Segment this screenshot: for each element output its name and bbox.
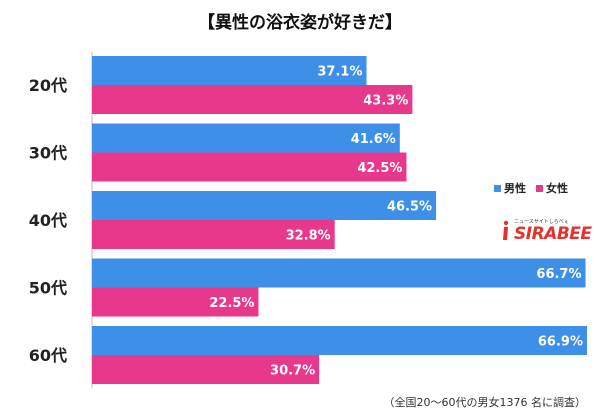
bar-male: [92, 191, 437, 220]
data-label: 37.1%: [317, 65, 362, 80]
data-label: 32.8%: [286, 229, 331, 244]
legend-label-female: 女性: [546, 182, 568, 195]
bar-male: [92, 258, 586, 288]
data-label: 22.5%: [209, 296, 254, 311]
legend-item-female: 女性: [536, 180, 568, 196]
legend: 男性 女性: [494, 180, 568, 196]
category-label: 20代: [29, 76, 67, 95]
bar-male: [92, 56, 367, 85]
legend-swatch-male: [494, 184, 501, 192]
logo-tagline: ニュースサイトしらべぇ: [514, 219, 569, 225]
bar-female: [92, 287, 259, 317]
data-label: 43.3%: [363, 94, 408, 109]
data-label: 41.6%: [351, 132, 396, 147]
data-label: 46.5%: [387, 200, 432, 215]
logo-text: SIRABEE: [514, 224, 592, 244]
category-label: 40代: [29, 211, 67, 230]
legend-item-male: 男性: [494, 180, 526, 196]
bar-male: [92, 326, 587, 355]
bar-male: [92, 123, 400, 153]
bar-female: [92, 220, 335, 249]
legend-swatch-female: [536, 184, 543, 192]
data-label: 42.5%: [357, 161, 402, 176]
category-label: 60代: [29, 346, 67, 365]
data-label: 30.7%: [270, 364, 315, 379]
data-label: 66.7%: [536, 267, 581, 282]
logo-mark-icon: [503, 220, 509, 240]
category-label: 50代: [29, 279, 67, 298]
chart-title: 【異性の浴衣姿が好きだ】: [198, 13, 402, 33]
legend-label-male: 男性: [504, 182, 526, 195]
bar-female: [92, 85, 413, 114]
category-label: 30代: [29, 144, 67, 163]
footnote: （全国20～60代の男女1376 名に調査）: [383, 396, 586, 409]
sirabee-logo: ニュースサイトしらべぇ SIRABEE: [500, 218, 592, 244]
bar-female: [92, 355, 320, 384]
bar-female: [92, 152, 407, 182]
data-label: 66.9%: [538, 335, 583, 350]
